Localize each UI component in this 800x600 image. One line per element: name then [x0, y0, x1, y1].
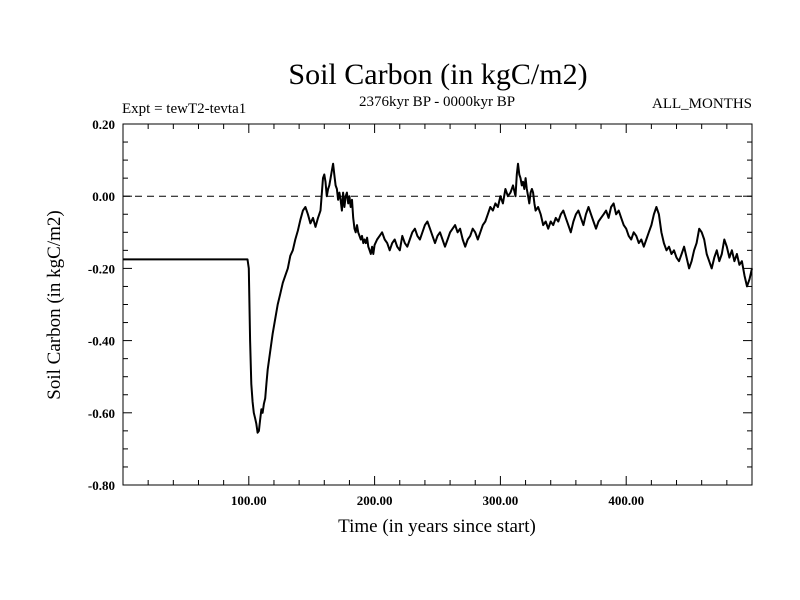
- x-axis-label: Time (in years since start): [338, 516, 536, 537]
- plot-frame: [122, 123, 753, 486]
- months-label: ALL_MONTHS: [652, 96, 752, 112]
- series-line-soil-carbon: [123, 162, 753, 434]
- x-tick-label: 300.00: [483, 493, 519, 508]
- y-axis-label: Soil Carbon (in kgC/m2): [44, 210, 65, 399]
- chart-title: Soil Carbon (in kgC/m2): [288, 58, 587, 91]
- y-tick-label: -0.20: [88, 261, 115, 276]
- plot-area: [122, 123, 753, 486]
- y-tick-label: -0.40: [88, 334, 115, 349]
- y-tick-label: 0.20: [92, 117, 115, 132]
- x-axis: 100.00 200.00 300.00 400.00: [147, 124, 728, 508]
- y-axis: -0.80 -0.60 -0.40 -0.20 0.00 0.20: [88, 117, 752, 493]
- y-tick-label: -0.60: [88, 406, 115, 421]
- period-label: 2376kyr BP - 0000kyr BP: [359, 94, 515, 110]
- x-tick-label: 400.00: [608, 493, 644, 508]
- x-tick-label: 200.00: [357, 493, 393, 508]
- y-tick-label: 0.00: [92, 189, 115, 204]
- experiment-label: Expt = tewT2-tevta1: [122, 101, 246, 117]
- x-tick-label: 100.00: [231, 493, 267, 508]
- y-tick-label: -0.80: [88, 478, 115, 493]
